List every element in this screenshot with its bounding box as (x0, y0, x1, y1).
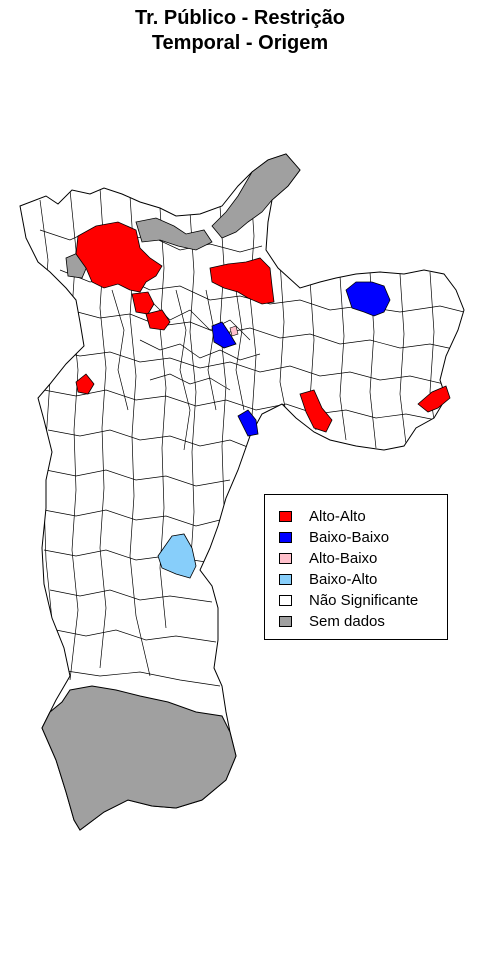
legend-label-baixo-alto: Baixo-Alto (309, 570, 378, 588)
legend-label-alto-baixo: Alto-Baixo (309, 549, 378, 567)
region-sem-dados-south (41, 685, 237, 831)
region-baixo-baixo-northeast (345, 281, 391, 317)
map-title-line-1: Tr. Público - Restrição (134, 7, 346, 29)
region-baixo-baixo-center (211, 321, 237, 349)
legend-label-baixo-baixo: Baixo-Baixo (309, 528, 390, 546)
region-alto-alto-north (209, 257, 275, 305)
region-baixo-alto (157, 533, 197, 579)
region-alto-alto-far-east (417, 385, 451, 413)
legend-swatch-baixo-baixo (279, 531, 292, 543)
legend-item-nao-significante: Não Significante (279, 590, 418, 610)
legend-item-alto-baixo: Alto-Baixo (279, 548, 377, 568)
legend-swatch-sem-dados (279, 615, 292, 627)
legend-swatch-nao-significante (279, 594, 292, 606)
legend-label-nao-significante: Não Significante (309, 591, 419, 609)
map-title: Tr. Público - Restrição Temporal - Orige… (0, 6, 480, 56)
legend-swatch-baixo-alto (279, 573, 292, 585)
region-alto-alto-east (299, 389, 333, 433)
legend-item-sem-dados: Sem dados (279, 611, 385, 631)
legend-swatch-alto-baixo (279, 552, 292, 564)
region-baixo-baixo-southeast (237, 409, 259, 437)
city-map (19, 153, 465, 831)
map-legend: Alto-Alto Baixo-Baixo Alto-Baixo Baixo-A… (264, 494, 448, 640)
legend-label-sem-dados: Sem dados (309, 612, 385, 630)
legend-item-baixo-alto: Baixo-Alto (279, 569, 377, 589)
legend-item-baixo-baixo: Baixo-Baixo (279, 527, 389, 547)
region-alto-baixo (229, 325, 239, 337)
region-alto-alto-northwest (75, 221, 163, 293)
region-alto-alto-nw-small (131, 291, 155, 315)
legend-label-alto-alto: Alto-Alto (309, 507, 366, 525)
region-alto-alto-west (75, 373, 95, 395)
region-alto-alto-center-north (145, 309, 171, 331)
legend-swatch-alto-alto (279, 510, 292, 522)
map-title-line-2: Temporal - Origem (151, 32, 329, 54)
region-sem-dados-north-2 (135, 217, 213, 251)
legend-item-alto-alto: Alto-Alto (279, 506, 366, 526)
region-sem-dados-north-strip (211, 153, 301, 239)
